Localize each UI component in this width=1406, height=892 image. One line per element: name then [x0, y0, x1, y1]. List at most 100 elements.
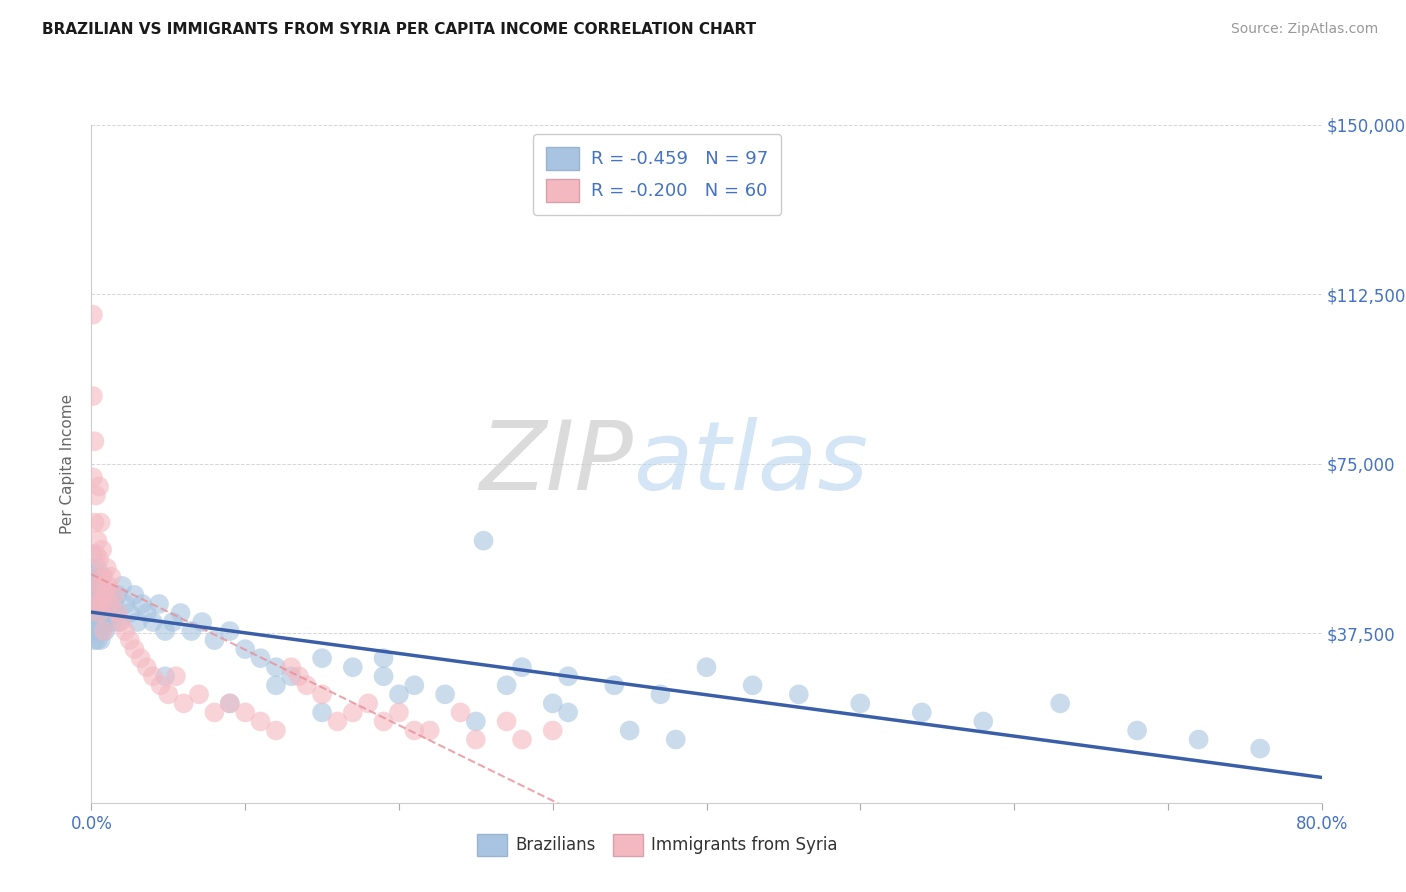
Point	[342, 706, 364, 720]
Point	[373, 651, 395, 665]
Point	[97, 579, 120, 593]
Point	[541, 697, 564, 711]
Point	[82, 547, 104, 561]
Point	[404, 678, 426, 692]
Point	[135, 660, 157, 674]
Point	[218, 697, 240, 711]
Point	[495, 678, 517, 692]
Point	[107, 588, 129, 602]
Point	[1249, 741, 1271, 756]
Point	[84, 547, 107, 561]
Point	[249, 651, 271, 665]
Point	[124, 588, 146, 602]
Point	[233, 642, 256, 657]
Point	[84, 597, 107, 611]
Point	[264, 660, 287, 674]
Point	[96, 615, 118, 629]
Point	[93, 624, 115, 638]
Point	[83, 570, 105, 584]
Point	[169, 606, 191, 620]
Point	[127, 615, 149, 629]
Point	[98, 606, 121, 620]
Point	[153, 669, 177, 683]
Point	[114, 624, 136, 638]
Point	[91, 624, 114, 638]
Point	[83, 579, 105, 593]
Point	[93, 606, 115, 620]
Point	[105, 606, 127, 620]
Point	[100, 570, 122, 584]
Point	[191, 615, 214, 629]
Point	[94, 588, 117, 602]
Point	[142, 615, 165, 629]
Point	[98, 597, 121, 611]
Point	[93, 615, 115, 629]
Point	[373, 669, 395, 683]
Point	[90, 516, 112, 530]
Point	[603, 678, 626, 692]
Point	[86, 533, 108, 548]
Point	[83, 516, 105, 530]
Point	[83, 561, 105, 575]
Point	[218, 624, 240, 638]
Point	[1187, 732, 1209, 747]
Point	[91, 597, 114, 611]
Point	[557, 706, 579, 720]
Point	[557, 669, 579, 683]
Point	[249, 714, 271, 729]
Point	[388, 687, 411, 701]
Point	[83, 633, 105, 648]
Point	[357, 697, 380, 711]
Point	[135, 606, 157, 620]
Point	[153, 624, 177, 638]
Point	[464, 732, 486, 747]
Point	[173, 697, 195, 711]
Point	[91, 570, 114, 584]
Y-axis label: Per Capita Income: Per Capita Income	[60, 393, 76, 534]
Point	[84, 624, 107, 638]
Point	[233, 706, 256, 720]
Point	[142, 669, 165, 683]
Point	[83, 597, 105, 611]
Point	[472, 533, 495, 548]
Point	[93, 588, 115, 602]
Point	[84, 588, 107, 602]
Text: atlas: atlas	[633, 417, 868, 510]
Point	[90, 606, 112, 620]
Point	[388, 706, 411, 720]
Point	[87, 606, 110, 620]
Point	[87, 479, 110, 493]
Point	[650, 687, 672, 701]
Point	[619, 723, 641, 738]
Point	[83, 588, 105, 602]
Point	[787, 687, 810, 701]
Point	[84, 597, 107, 611]
Point	[495, 714, 517, 729]
Point	[342, 660, 364, 674]
Point	[87, 597, 110, 611]
Point	[100, 588, 122, 602]
Point	[82, 308, 104, 322]
Point	[218, 697, 240, 711]
Point	[101, 615, 124, 629]
Text: BRAZILIAN VS IMMIGRANTS FROM SYRIA PER CAPITA INCOME CORRELATION CHART: BRAZILIAN VS IMMIGRANTS FROM SYRIA PER C…	[42, 22, 756, 37]
Point	[149, 678, 172, 692]
Point	[103, 588, 125, 602]
Point	[311, 706, 333, 720]
Point	[87, 624, 110, 638]
Point	[124, 642, 146, 657]
Legend: Brazilians, Immigrants from Syria: Brazilians, Immigrants from Syria	[471, 828, 844, 863]
Point	[264, 723, 287, 738]
Point	[82, 470, 104, 484]
Point	[97, 597, 120, 611]
Point	[111, 579, 134, 593]
Point	[311, 687, 333, 701]
Point	[188, 687, 211, 701]
Point	[131, 597, 153, 611]
Point	[90, 579, 112, 593]
Point	[373, 714, 395, 729]
Point	[86, 606, 108, 620]
Point	[86, 588, 108, 602]
Point	[87, 615, 110, 629]
Point	[311, 651, 333, 665]
